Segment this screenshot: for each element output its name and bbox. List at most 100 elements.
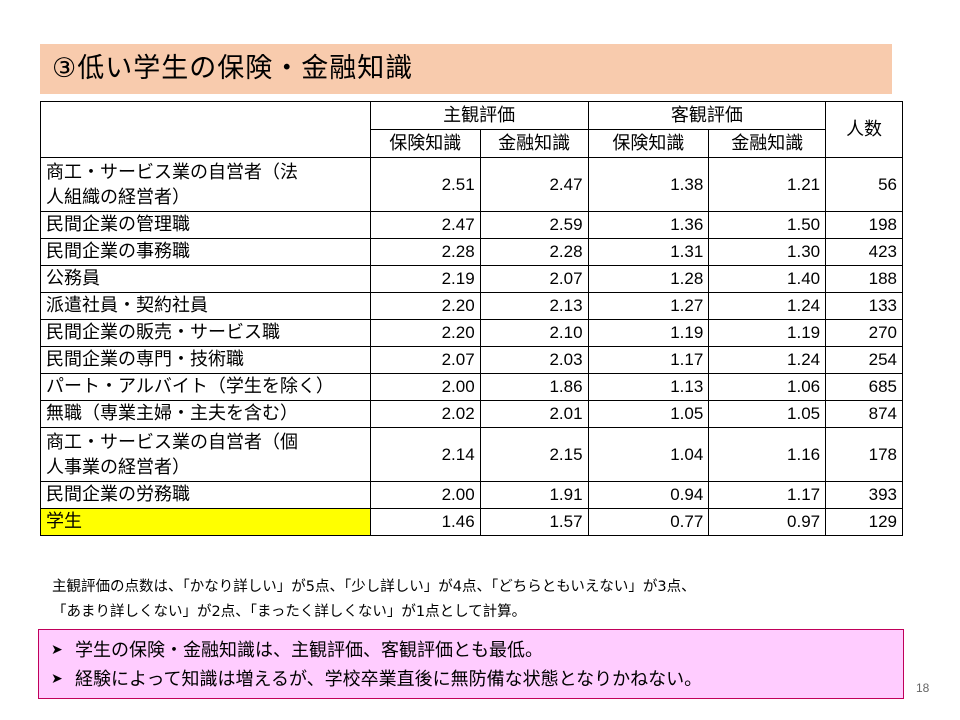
arrow-bullet-icon: ➤ xyxy=(51,671,63,687)
table-row: 公務員 2.19 2.07 1.28 1.40 188 xyxy=(40,265,903,293)
row-score: 2.28 xyxy=(369,238,481,266)
row-category: 学生 xyxy=(40,508,371,536)
row-score: 2.15 xyxy=(479,427,589,482)
table-row: 商工・サービス業の自営者（法 人組織の経営者） 2.51 2.47 1.38 1.21 56 xyxy=(40,157,903,212)
table-subheader-row: 保険知識 金融知識 保険知識 金融知識 xyxy=(41,129,903,158)
row-count: 133 xyxy=(825,292,903,320)
row-category: パート・アルバイト（学生を除く） xyxy=(40,373,371,401)
row-count: 178 xyxy=(825,427,903,482)
row-score: 1.21 xyxy=(708,157,827,212)
row-score: 1.06 xyxy=(708,373,827,401)
row-score: 1.31 xyxy=(587,238,710,266)
note-line: 主観評価の点数は、「かなり詳しい」が5点、「少し詳しい」が4点、「どちらともいえ… xyxy=(52,579,696,595)
row-score: 1.91 xyxy=(479,481,589,509)
row-category: 民間企業の労務職 xyxy=(40,481,371,509)
row-score: 1.36 xyxy=(587,211,710,239)
subheader-cell: 保険知識 xyxy=(369,129,481,158)
row-score: 2.02 xyxy=(369,400,481,428)
row-score: 1.24 xyxy=(708,292,827,320)
table-header-row: 主観評価 客観評価 人数 xyxy=(40,101,903,158)
row-score: 2.47 xyxy=(479,157,589,212)
table-row: 民間企業の専門・技術職 2.07 2.03 1.17 1.24 254 xyxy=(40,346,903,374)
row-score: 1.86 xyxy=(479,373,589,401)
note-line: 「あまり詳しくない」が2点、「まったく詳しくない」が1点として計算。 xyxy=(52,604,527,620)
row-score: 2.14 xyxy=(369,427,481,482)
row-score: 1.04 xyxy=(587,427,710,482)
row-count: 56 xyxy=(825,157,903,212)
row-score: 2.07 xyxy=(479,265,589,293)
row-count: 423 xyxy=(825,238,903,266)
row-count: 129 xyxy=(825,508,903,536)
corner-cell xyxy=(40,101,371,158)
table-row: 派遣社員・契約社員 2.20 2.13 1.27 1.24 133 xyxy=(40,292,903,320)
row-score: 1.17 xyxy=(708,481,827,509)
knowledge-table: 主観評価 客観評価 人数 保険知識 金融知識 保険知識 金融知識 商工・サービス… xyxy=(40,101,903,536)
row-score: 2.00 xyxy=(369,481,481,509)
row-score: 2.13 xyxy=(479,292,589,320)
row-category: 商工・サービス業の自営者（個 人事業の経営者） xyxy=(40,427,371,482)
subheader-cell: 保険知識 xyxy=(587,129,710,158)
table-body: 商工・サービス業の自営者（法 人組織の経営者） 2.51 2.47 1.38 1.21 56… xyxy=(40,157,903,536)
row-score: 2.51 xyxy=(369,157,481,212)
row-score: 1.19 xyxy=(587,319,710,347)
row-category: 無職（専業主婦・主夫を含む） xyxy=(40,400,371,428)
row-score: 2.19 xyxy=(369,265,481,293)
row-category: 民間企業の事務職 xyxy=(40,238,371,266)
row-score: 1.16 xyxy=(708,427,827,482)
subheader-cell: 金融知識 xyxy=(479,129,589,158)
summary-text: 経験によって知識は増えるが、学校卒業直後に無防備な状態となりかねない。 xyxy=(75,669,703,690)
summary-item: ➤ 経験によって知識は増えるが、学校卒業直後に無防備な状態となりかねない。 xyxy=(51,665,891,694)
row-score: 1.05 xyxy=(708,400,827,428)
row-count: 874 xyxy=(825,400,903,428)
row-count: 198 xyxy=(825,211,903,239)
row-count: 188 xyxy=(825,265,903,293)
group-header-subjective: 主観評価 xyxy=(369,101,589,130)
table-row: 無職（専業主婦・主夫を含む） 2.02 2.01 1.05 1.05 874 xyxy=(40,400,903,428)
row-count: 685 xyxy=(825,373,903,401)
row-score: 2.00 xyxy=(369,373,481,401)
row-score: 0.77 xyxy=(587,508,710,536)
scoring-note: 主観評価の点数は、「かなり詳しい」が5点、「少し詳しい」が4点、「どちらともいえ… xyxy=(52,575,912,625)
row-score: 1.13 xyxy=(587,373,710,401)
row-category: 公務員 xyxy=(40,265,371,293)
row-score: 1.27 xyxy=(587,292,710,320)
row-score: 2.20 xyxy=(369,319,481,347)
row-score: 1.30 xyxy=(708,238,827,266)
row-score: 1.17 xyxy=(587,346,710,374)
row-score: 2.03 xyxy=(479,346,589,374)
group-header-objective: 客観評価 xyxy=(587,101,827,130)
row-score: 2.28 xyxy=(479,238,589,266)
subheader-cell: 金融知識 xyxy=(708,129,827,158)
row-count: 254 xyxy=(825,346,903,374)
row-score: 2.10 xyxy=(479,319,589,347)
row-score: 0.94 xyxy=(587,481,710,509)
row-score: 1.40 xyxy=(708,265,827,293)
row-score: 1.38 xyxy=(587,157,710,212)
page-number: 18 xyxy=(916,681,930,695)
row-score: 1.05 xyxy=(587,400,710,428)
row-score: 2.20 xyxy=(369,292,481,320)
row-category: 派遣社員・契約社員 xyxy=(40,292,371,320)
row-score: 1.19 xyxy=(708,319,827,347)
slide-title: ③低い学生の保険・金融知識 xyxy=(40,44,892,94)
row-score: 2.01 xyxy=(479,400,589,428)
row-category: 民間企業の専門・技術職 xyxy=(40,346,371,374)
table-row: 民間企業の販売・サービス職 2.20 2.10 1.19 1.19 270 xyxy=(40,319,903,347)
row-score: 1.28 xyxy=(587,265,710,293)
row-score: 1.50 xyxy=(708,211,827,239)
count-header: 人数 xyxy=(825,101,903,158)
table-row: 学生 1.46 1.57 0.77 0.97 129 xyxy=(40,508,903,536)
table-row: パート・アルバイト（学生を除く） 2.00 1.86 1.13 1.06 685 xyxy=(40,373,903,401)
row-score: 0.97 xyxy=(708,508,827,536)
table-row: 民間企業の事務職 2.28 2.28 1.31 1.30 423 xyxy=(40,238,903,266)
summary-text: 学生の保険・金融知識は、主観評価、客観評価とも最低。 xyxy=(75,640,543,661)
row-score: 2.59 xyxy=(479,211,589,239)
row-category: 民間企業の管理職 xyxy=(40,211,371,239)
summary-box: ➤ 学生の保険・金融知識は、主観評価、客観評価とも最低。 ➤ 経験によって知識は… xyxy=(38,629,904,699)
row-category: 商工・サービス業の自営者（法 人組織の経営者） xyxy=(40,157,371,212)
row-score: 1.57 xyxy=(479,508,589,536)
arrow-bullet-icon: ➤ xyxy=(51,642,63,658)
row-score: 1.24 xyxy=(708,346,827,374)
table-row: 民間企業の管理職 2.47 2.59 1.36 1.50 198 xyxy=(40,211,903,239)
summary-item: ➤ 学生の保険・金融知識は、主観評価、客観評価とも最低。 xyxy=(51,636,891,665)
